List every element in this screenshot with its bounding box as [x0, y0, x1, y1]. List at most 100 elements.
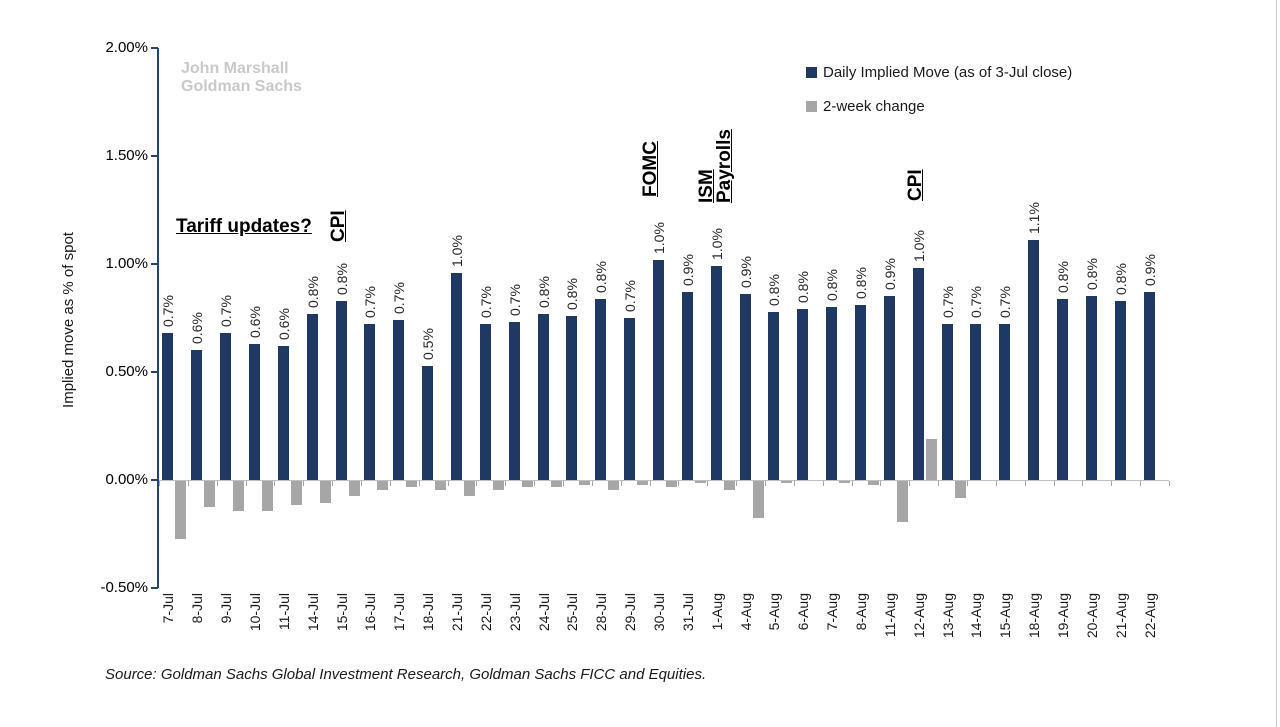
category-tick	[852, 481, 853, 486]
bar-daily-implied-move	[220, 333, 231, 480]
watermark-line-1: John Marshall	[181, 60, 289, 77]
annotation-payrolls-1-Aug: Payrolls	[714, 129, 735, 203]
category-tick	[909, 481, 910, 486]
bar-daily-implied-move	[624, 318, 635, 480]
legend-swatch-navy	[806, 66, 817, 78]
x-axis-category-label: 15-Jul	[334, 593, 350, 632]
x-axis-category-label: 7-Jul	[160, 593, 176, 624]
bar-two-week-change	[435, 481, 446, 490]
bar-daily-implied-move	[1086, 296, 1097, 480]
bar-daily-implied-move	[162, 333, 173, 480]
x-axis-category-label: 5-Aug	[766, 593, 782, 631]
bar-daily-implied-move	[278, 346, 289, 480]
watermark-line-2: Goldman Sachs	[181, 78, 302, 95]
category-tick	[967, 481, 968, 486]
y-axis-tick	[151, 371, 158, 373]
x-axis-category-label: 21-Jul	[449, 593, 465, 632]
x-axis-category-label: 22-Jul	[478, 593, 494, 632]
annotation-tariff-updates: Tariff updates?	[176, 216, 312, 237]
category-tick	[505, 481, 506, 486]
bar-value-label: 0.8%	[824, 269, 840, 301]
x-axis-category-label: 23-Jul	[507, 593, 523, 632]
category-tick	[419, 481, 420, 486]
bar-two-week-change	[839, 481, 850, 483]
bar-value-label: 0.7%	[218, 295, 234, 327]
bar-value-label: 0.8%	[795, 271, 811, 303]
x-axis-category-label: 8-Aug	[853, 593, 869, 631]
x-axis-category-label: 15-Aug	[997, 593, 1013, 639]
category-tick	[765, 481, 766, 486]
bar-value-label: 0.8%	[334, 263, 350, 295]
bar-daily-implied-move	[249, 344, 260, 480]
bar-daily-implied-move	[480, 324, 491, 480]
bar-value-label: 1.0%	[911, 230, 927, 262]
bar-daily-implied-move	[826, 307, 837, 480]
y-axis-line	[157, 48, 159, 588]
legend-swatch-gray	[806, 100, 817, 112]
bar-daily-implied-move	[595, 299, 606, 480]
bar-two-week-change	[464, 481, 475, 496]
bar-value-label: 0.9%	[738, 256, 754, 288]
bar-daily-implied-move	[538, 314, 549, 480]
x-axis-category-label: 9-Jul	[218, 593, 234, 624]
x-axis-category-label: 10-Jul	[247, 593, 263, 632]
x-axis-category-label: 11-Aug	[882, 593, 898, 638]
x-axis-category-label: 7-Aug	[824, 593, 840, 631]
bar-daily-implied-move	[191, 350, 202, 480]
bar-daily-implied-move	[768, 312, 779, 480]
bar-two-week-change	[868, 481, 879, 485]
y-axis-tick	[151, 155, 158, 157]
bar-value-label: 0.7%	[160, 295, 176, 327]
bar-value-label: 0.6%	[276, 308, 292, 340]
category-tick	[1111, 481, 1112, 486]
x-axis-category-label: 1-Aug	[709, 593, 725, 631]
y-axis-title: Implied move as % of spot	[60, 232, 77, 408]
bar-value-label: 0.8%	[593, 261, 609, 293]
x-axis-category-label: 14-Jul	[305, 593, 321, 632]
bar-two-week-change	[320, 481, 331, 503]
bar-two-week-change	[666, 481, 677, 487]
x-axis-category-label: 24-Jul	[536, 593, 552, 632]
bar-two-week-change	[695, 481, 706, 483]
bar-daily-implied-move	[1115, 301, 1126, 480]
category-tick	[1025, 481, 1026, 486]
x-axis-category-label: 21-Aug	[1113, 593, 1129, 639]
x-axis-category-label: 20-Aug	[1084, 593, 1100, 639]
category-tick	[707, 481, 708, 486]
bar-value-label: 0.8%	[536, 276, 552, 308]
bar-daily-implied-move	[913, 268, 924, 480]
bar-value-label: 0.7%	[997, 286, 1013, 318]
category-tick	[736, 481, 737, 486]
bar-value-label: 0.7%	[940, 286, 956, 318]
bar-value-label: 1.1%	[1026, 202, 1042, 234]
category-tick	[390, 481, 391, 486]
bar-two-week-change	[291, 481, 302, 505]
x-axis-category-label: 19-Aug	[1055, 593, 1071, 639]
bar-daily-implied-move	[855, 305, 866, 480]
category-tick	[938, 481, 939, 486]
y-axis-tick	[151, 479, 158, 481]
category-tick	[159, 481, 160, 486]
bar-two-week-change	[579, 481, 590, 485]
bar-daily-implied-move	[653, 260, 664, 480]
annotation-cpi-15-Jul: CPI	[328, 210, 349, 242]
x-axis-category-label: 30-Jul	[651, 593, 667, 632]
bar-value-label: 0.8%	[766, 274, 782, 306]
bar-daily-implied-move	[307, 314, 318, 480]
category-tick	[1054, 481, 1055, 486]
bar-daily-implied-move	[1028, 240, 1039, 480]
bar-value-label: 1.0%	[709, 228, 725, 260]
category-tick	[823, 481, 824, 486]
x-axis-category-label: 18-Jul	[420, 593, 436, 632]
bar-daily-implied-move	[884, 296, 895, 480]
x-axis-category-label: 4-Aug	[738, 593, 754, 631]
x-axis-category-label: 8-Jul	[189, 593, 205, 624]
bar-value-label: 1.0%	[651, 222, 667, 254]
bar-value-label: 0.7%	[968, 286, 984, 318]
x-axis-category-label: 12-Aug	[911, 593, 927, 639]
bar-value-label: 0.7%	[622, 280, 638, 312]
category-tick	[1140, 481, 1141, 486]
y-axis-tick	[151, 47, 158, 49]
bar-daily-implied-move	[711, 266, 722, 480]
